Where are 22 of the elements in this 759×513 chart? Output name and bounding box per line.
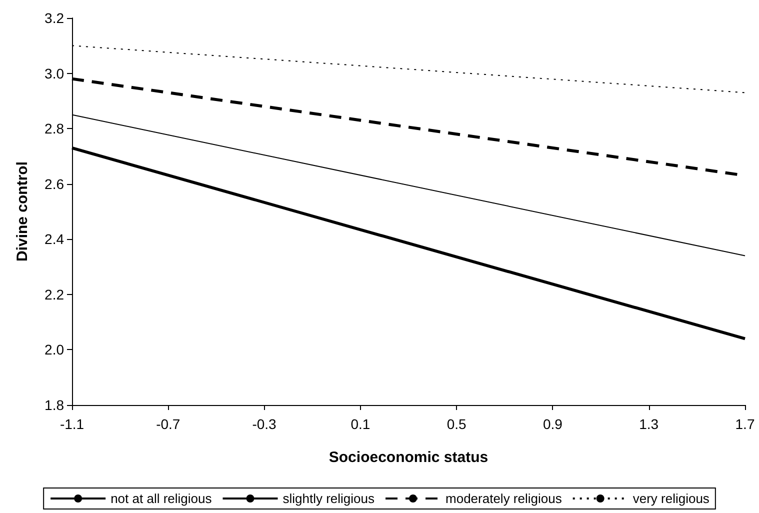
x-tick-label: -0.3	[252, 416, 277, 432]
y-tick-label: 2.2	[44, 286, 64, 302]
y-tick-label: 3.0	[44, 65, 64, 82]
y-tick-label: 2.8	[44, 120, 64, 137]
x-tick-label: 0.9	[542, 416, 563, 432]
x-tick-label: 1.3	[639, 416, 659, 432]
x-axis-title: Socioeconomic status	[328, 449, 488, 466]
x-tick-label: 0.1	[350, 416, 370, 432]
legend-label: very religious	[632, 491, 710, 506]
x-tick-label: -0.7	[156, 416, 180, 432]
y-tick-label: 2.0	[44, 342, 64, 358]
legend-label: slightly religious	[282, 491, 376, 506]
legend-label: moderately religious	[446, 491, 562, 506]
y-tick-label: 1.8	[44, 397, 64, 413]
y-tick-label: 3.2	[44, 10, 64, 26]
legend-label: not at all religious	[110, 491, 212, 506]
y-tick-label: 2.4	[44, 231, 64, 248]
x-tick-label: 1.7	[735, 416, 755, 432]
y-axis-title: Divine control	[14, 161, 31, 262]
x-tick-label: 0.5	[446, 416, 467, 432]
y-tick-label: 2.6	[44, 176, 64, 192]
x-tick-label: -1.1	[60, 416, 84, 432]
